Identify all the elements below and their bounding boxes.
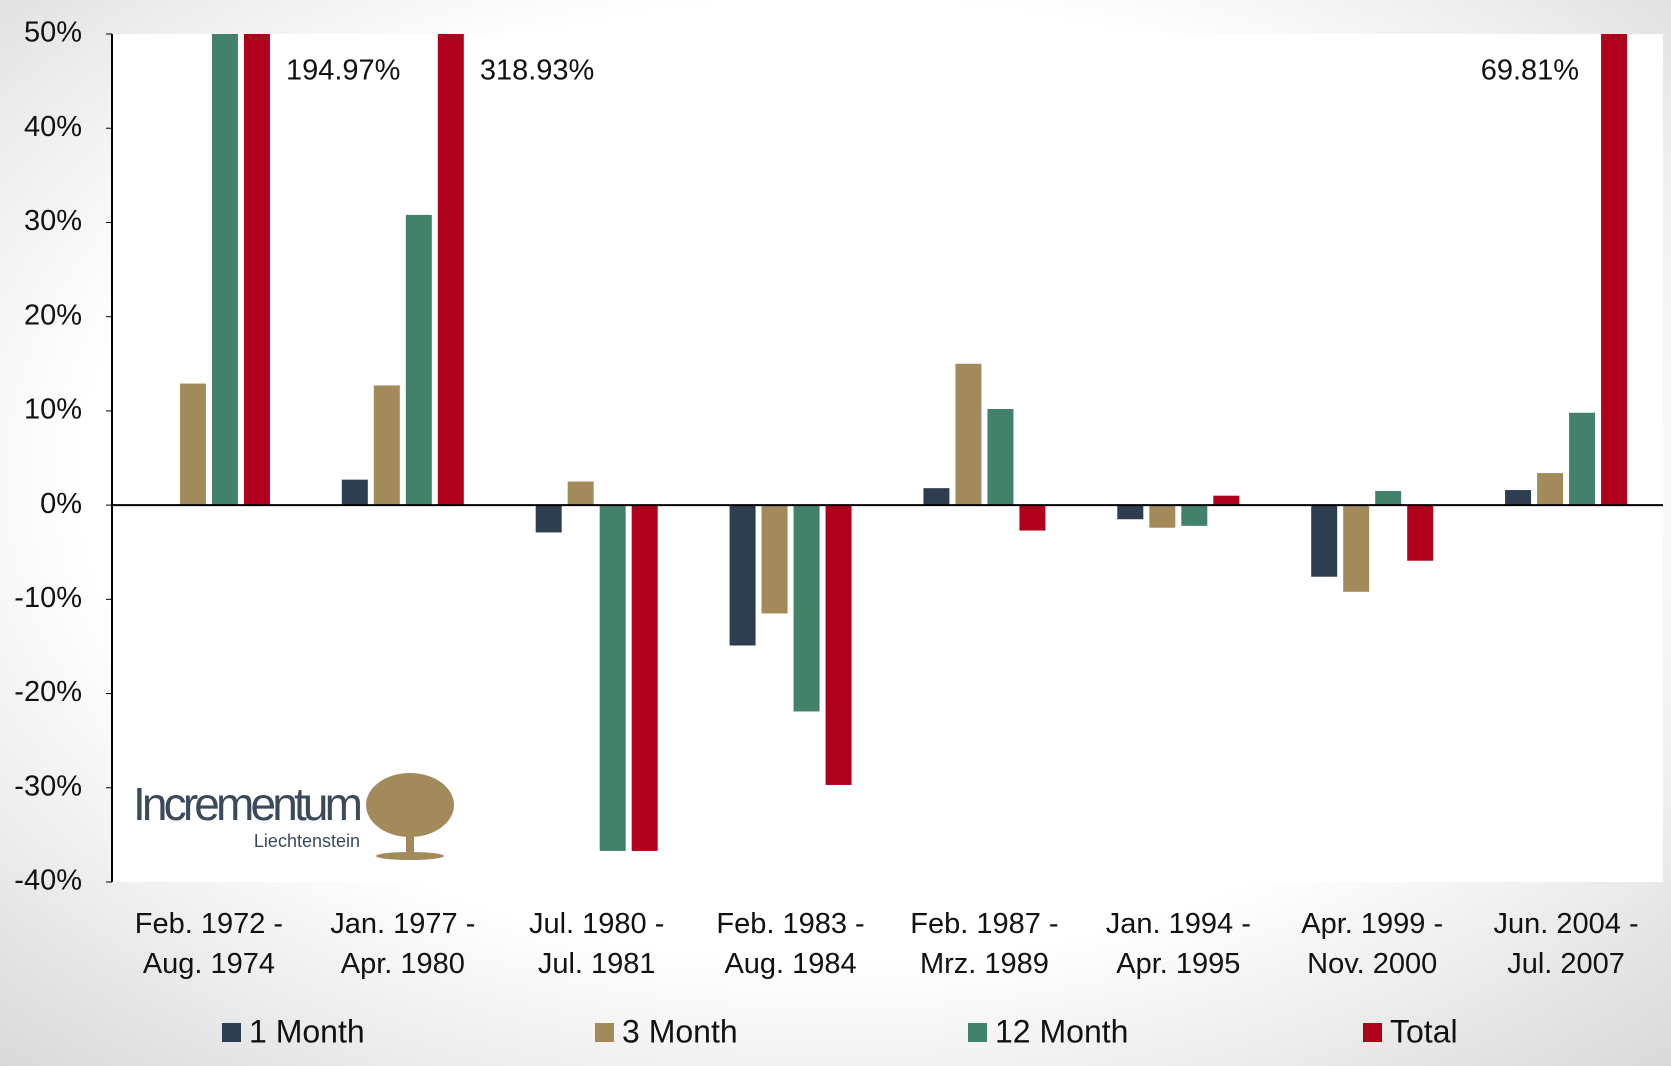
legend-swatch — [968, 1023, 987, 1042]
legend-label: 12 Month — [995, 1013, 1128, 1049]
logo-text: Incrementum — [133, 778, 363, 830]
bar — [1601, 34, 1628, 506]
bar — [535, 505, 562, 533]
bar — [1343, 505, 1370, 592]
bar — [825, 505, 852, 785]
bar — [1117, 505, 1144, 520]
x-tick-label: Jun. 2004 -Jul. 2007 — [1494, 908, 1639, 980]
bar — [1311, 505, 1338, 577]
x-tick-label: Jul. 1980 -Jul. 1981 — [529, 908, 664, 980]
logo-subtext: Liechtenstein — [254, 831, 360, 851]
bar — [1537, 473, 1564, 506]
bar — [243, 34, 270, 506]
data-label: 318.93% — [480, 55, 595, 87]
x-tick-label: Feb. 1987 -Mrz. 1989 — [910, 908, 1058, 980]
y-tick-label: 40% — [24, 111, 82, 143]
bar — [1019, 505, 1046, 531]
x-tick-label: Feb. 1972 -Aug. 1974 — [135, 908, 283, 980]
bar — [793, 505, 820, 712]
logo-tree — [366, 773, 454, 837]
y-tick-label: 50% — [24, 17, 82, 49]
y-tick-label: -40% — [14, 865, 82, 897]
legend-swatch — [1363, 1023, 1382, 1042]
logo-ground — [376, 852, 444, 860]
y-tick-label: -30% — [14, 770, 82, 802]
data-label: 69.81% — [1481, 55, 1579, 87]
bar — [211, 34, 238, 506]
legend-label: Total — [1390, 1013, 1458, 1049]
y-tick-label: 20% — [24, 299, 82, 331]
y-tick-label: 0% — [40, 488, 82, 520]
y-tick-label: 30% — [24, 205, 82, 237]
legend-label: 1 Month — [249, 1013, 365, 1049]
plot-area — [112, 34, 1663, 882]
bar — [955, 363, 982, 506]
bar — [341, 479, 368, 506]
data-label: 194.97% — [286, 55, 401, 87]
bar — [923, 488, 950, 506]
legend-swatch — [222, 1023, 241, 1042]
bar — [1149, 505, 1176, 528]
bar — [1505, 490, 1532, 506]
x-tick-label: Jan. 1994 -Apr. 1995 — [1106, 908, 1251, 980]
bar — [599, 505, 626, 851]
bar — [1181, 505, 1208, 526]
bar — [631, 505, 658, 851]
bar — [987, 409, 1014, 506]
bar — [1213, 495, 1240, 506]
y-tick-label: -10% — [14, 582, 82, 614]
bar — [405, 214, 432, 506]
y-tick-label: -20% — [14, 676, 82, 708]
bar — [761, 505, 788, 614]
bars — [179, 34, 1628, 851]
bar — [1375, 490, 1402, 506]
legend-label: 3 Month — [622, 1013, 738, 1049]
bar — [1407, 505, 1434, 561]
bar — [373, 385, 400, 506]
x-tick-label: Jan. 1977 -Apr. 1980 — [330, 908, 475, 980]
bar — [729, 505, 756, 646]
bar — [1569, 412, 1596, 506]
bar — [179, 383, 206, 506]
legend-swatch — [595, 1023, 614, 1042]
y-tick-label: 10% — [24, 394, 82, 426]
bar — [567, 481, 594, 506]
x-tick-label: Feb. 1983 -Aug. 1984 — [716, 908, 864, 980]
x-tick-label: Apr. 1999 -Nov. 2000 — [1301, 908, 1443, 980]
logo: Incrementum Liechtenstein — [133, 773, 454, 860]
bar — [437, 34, 464, 506]
